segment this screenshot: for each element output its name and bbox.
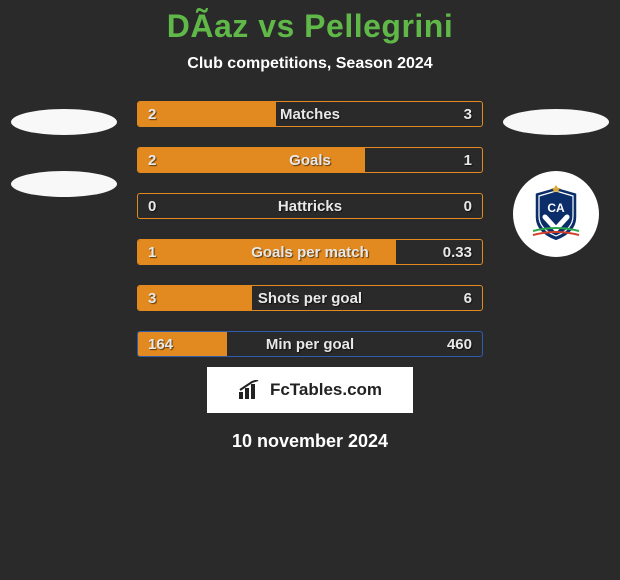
right-side-column: CA [501,101,611,257]
footer-badge[interactable]: FcTables.com [207,367,413,413]
flag-left-1 [11,109,117,135]
stat-bar: 164Min per goal460 [137,331,483,357]
stat-label: Min per goal [138,336,482,353]
stat-bar: 2Goals1 [137,147,483,173]
shield-icon: CA [531,185,581,243]
stat-label: Goals [138,152,482,169]
stat-bar: 1Goals per match0.33 [137,239,483,265]
fctables-icon [238,380,264,400]
stat-value-right: 460 [447,336,472,353]
left-side-column [9,101,119,197]
stat-label: Matches [138,106,482,123]
subtitle: Club competitions, Season 2024 [187,55,432,73]
stat-label: Shots per goal [138,290,482,307]
stats-column: 2Matches32Goals10Hattricks01Goals per ma… [137,101,483,357]
stat-label: Goals per match [138,244,482,261]
flag-right-1 [503,109,609,135]
svg-text:CA: CA [547,201,565,215]
footer-badge-text: FcTables.com [270,380,382,400]
stat-value-right: 1 [464,152,472,169]
content-row: 2Matches32Goals10Hattricks01Goals per ma… [0,101,620,357]
stat-bar: 3Shots per goal6 [137,285,483,311]
date-text: 10 november 2024 [232,431,388,452]
stat-bar: 0Hattricks0 [137,193,483,219]
page-title: DÃ­az vs Pellegrini [167,8,453,45]
stat-label: Hattricks [138,198,482,215]
stat-value-right: 0.33 [443,244,472,261]
club-crest: CA [513,171,599,257]
stat-value-right: 6 [464,290,472,307]
stat-value-right: 0 [464,198,472,215]
flag-left-2 [11,171,117,197]
stat-value-right: 3 [464,106,472,123]
stat-bar: 2Matches3 [137,101,483,127]
